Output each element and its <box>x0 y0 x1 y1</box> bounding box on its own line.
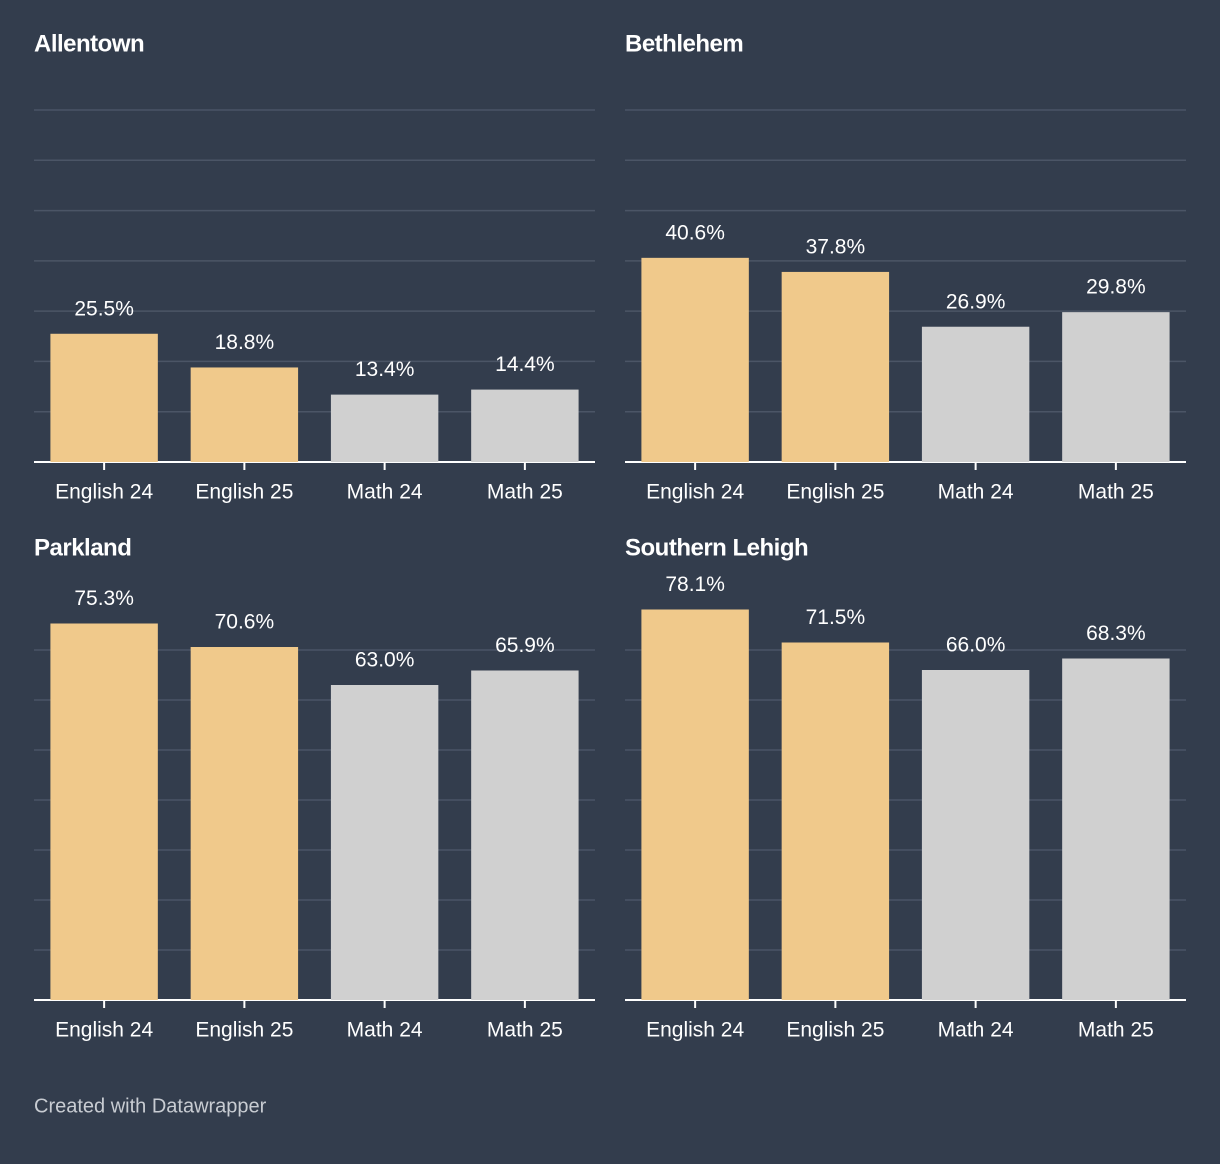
chart-title: Bethlehem <box>625 30 743 57</box>
value-label: 37.8% <box>806 235 866 258</box>
value-label: 40.6% <box>665 221 725 244</box>
bar <box>921 326 1030 462</box>
x-tick-label: English 24 <box>646 1019 744 1042</box>
x-tick-label: Math 24 <box>938 481 1014 504</box>
bar <box>50 333 158 462</box>
x-tick-label: English 25 <box>786 1019 884 1042</box>
value-label: 75.3% <box>74 587 134 610</box>
x-tick-label: English 24 <box>55 1019 153 1042</box>
bar <box>330 685 439 1000</box>
bar <box>471 670 579 1000</box>
bar <box>781 271 890 462</box>
chart-title: Parkland <box>34 534 131 561</box>
x-tick-label: English 24 <box>646 481 744 504</box>
x-tick-label: Math 25 <box>1078 1019 1154 1042</box>
footer: Created with Datawrapper <box>34 1095 267 1117</box>
value-label: 18.8% <box>215 331 275 354</box>
bar <box>471 389 579 462</box>
bar <box>641 609 749 1000</box>
value-label: 14.4% <box>495 353 555 376</box>
bar <box>641 257 749 462</box>
x-tick-label: Math 25 <box>1078 481 1154 504</box>
value-label: 65.9% <box>495 634 555 657</box>
value-label: 68.3% <box>1086 622 1146 645</box>
bar <box>190 647 299 1000</box>
x-tick-label: Math 25 <box>487 1019 563 1042</box>
x-tick-label: English 25 <box>195 481 293 504</box>
value-label: 25.5% <box>74 297 134 320</box>
bar <box>50 623 158 1000</box>
value-label: 29.8% <box>1086 276 1146 299</box>
bar <box>330 394 439 462</box>
x-tick-label: Math 25 <box>487 481 563 504</box>
bar <box>921 670 1030 1000</box>
value-label: 26.9% <box>946 290 1006 313</box>
x-tick-label: English 25 <box>195 1019 293 1042</box>
value-label: 13.4% <box>355 358 415 381</box>
bar <box>1062 312 1170 462</box>
x-tick-label: Math 24 <box>347 1019 423 1042</box>
x-tick-label: Math 24 <box>938 1019 1014 1042</box>
value-label: 78.1% <box>665 573 725 596</box>
value-label: 63.0% <box>355 649 415 672</box>
x-tick-label: English 25 <box>786 481 884 504</box>
bar <box>190 367 299 462</box>
x-tick-label: English 24 <box>55 481 153 504</box>
bar <box>1062 658 1170 1000</box>
value-label: 71.5% <box>806 606 866 629</box>
bar <box>781 642 890 1000</box>
chart-title: Allentown <box>34 30 144 57</box>
chart-title: Southern Lehigh <box>625 534 808 561</box>
x-tick-label: Math 24 <box>347 481 423 504</box>
value-label: 66.0% <box>946 634 1006 657</box>
value-label: 70.6% <box>215 611 275 634</box>
